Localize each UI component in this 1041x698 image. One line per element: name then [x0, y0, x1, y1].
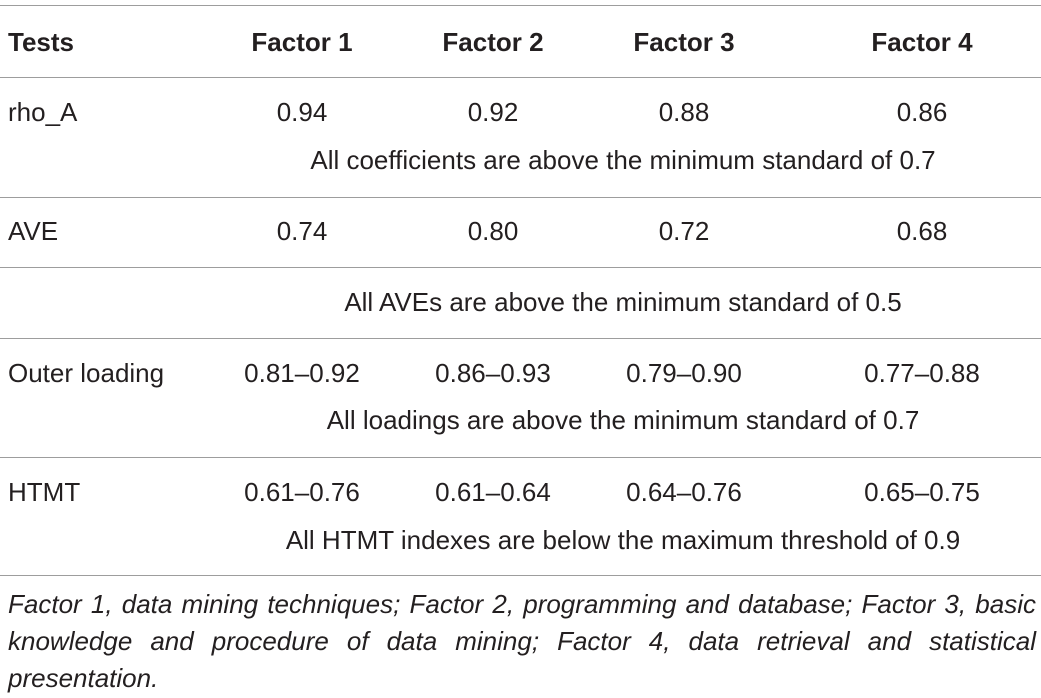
value-cell: 0.65–0.75 — [864, 477, 980, 507]
value-cell: 0.94 — [276, 97, 328, 127]
rule — [0, 575, 1041, 576]
value-cell: 0.61–0.76 — [244, 477, 360, 507]
row-note: All AVEs are above the minimum standard … — [344, 287, 902, 317]
row-note: All coefficients are above the minimum s… — [310, 145, 936, 175]
value-cell: 0.92 — [467, 97, 519, 127]
value-cell: 0.61–0.64 — [435, 477, 551, 507]
header-cell: Factor 4 — [871, 27, 973, 57]
rule — [0, 77, 1041, 78]
rule — [0, 5, 1041, 6]
header-cell: Factor 1 — [251, 27, 353, 57]
header-cell: Tests — [8, 27, 74, 57]
rule — [0, 267, 1041, 268]
header-cell: Factor 2 — [442, 27, 544, 57]
row-note: All loadings are above the minimum stand… — [326, 405, 920, 435]
rule — [0, 197, 1041, 198]
rule — [0, 457, 1041, 458]
value-cell: 0.68 — [896, 216, 948, 246]
header-cell: Factor 3 — [633, 27, 735, 57]
value-cell: 0.88 — [658, 97, 710, 127]
value-cell: 0.81–0.92 — [244, 358, 360, 388]
value-cell: 0.72 — [658, 216, 710, 246]
row-label: AVE — [8, 216, 59, 246]
value-cell: 0.74 — [276, 216, 328, 246]
row-label: Outer loading — [8, 358, 165, 388]
footnote: Factor 1, data mining techniques; Factor… — [8, 589, 1036, 693]
value-cell: 0.64–0.76 — [626, 477, 742, 507]
row-label: rho_A — [8, 97, 78, 127]
rule — [0, 338, 1041, 339]
value-cell: 0.80 — [467, 216, 519, 246]
value-cell: 0.79–0.90 — [626, 358, 742, 388]
row-label: HTMT — [8, 477, 81, 507]
row-note: All HTMT indexes are below the maximum t… — [285, 525, 961, 555]
value-cell: 0.77–0.88 — [864, 358, 980, 388]
value-cell: 0.86 — [896, 97, 948, 127]
value-cell: 0.86–0.93 — [435, 358, 551, 388]
